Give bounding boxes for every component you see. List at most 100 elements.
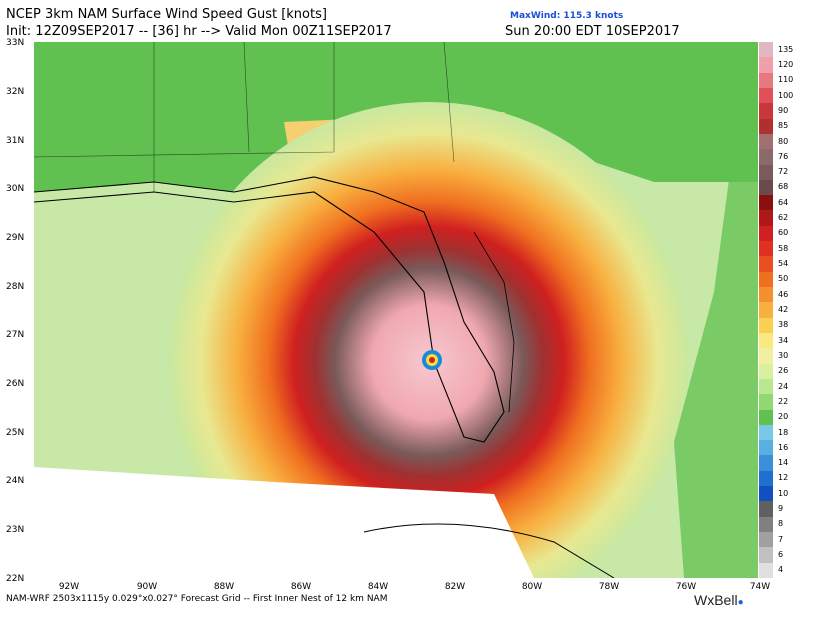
colorbar-segment [759,42,773,58]
colorbar-segment [759,179,773,196]
colorbar-segment [759,547,773,564]
colorbar-tick-label: 100 [778,90,794,100]
lat-label: 23N [6,525,25,535]
colorbar-tick-label: 38 [778,320,789,330]
colorbar-tick-label: 62 [778,213,789,223]
lon-label: 92W [58,582,80,592]
map-canvas [34,42,758,578]
lat-label: 28N [6,282,25,292]
colorbar-segment [759,424,773,441]
colorbar-segment [759,409,773,426]
colorbar-segment [759,317,773,334]
wind-gust-map [34,42,758,578]
colorbar-segment [759,287,773,303]
colorbar-tick-label: 12 [778,473,789,483]
colorbar-segment [759,256,773,273]
colorbar-tick-label: 42 [778,305,789,314]
colorbar-segment [759,440,773,456]
chart-title: NCEP 3km NAM Surface Wind Speed Gust [kn… [6,7,327,22]
colorbar-segment [759,149,773,165]
hurricane-wind-field [169,102,689,578]
colorbar-tick-label: 72 [778,167,789,177]
coastline [34,176,505,443]
wxbell-logo: WxBell● [694,592,744,608]
colorbar-segment [759,133,773,150]
state-borders [34,42,455,192]
colorbar-tick-label: 90 [778,105,789,115]
lat-label: 25N [6,428,25,438]
colorbar-segment [759,332,773,349]
colorbar-tick-label: 26 [778,366,789,376]
lon-label: 90W [136,582,158,592]
colorbar-tick-label: 58 [778,243,789,253]
no-data-region [34,467,534,578]
lat-label: 22N [6,574,25,584]
lat-label: 30N [6,184,25,194]
colorbar-segment [759,470,773,487]
colorbar-tick-label: 22 [778,396,789,406]
colorbar-segment [759,57,773,74]
lon-label: 88W [213,582,235,592]
colorbar-tick-label: 7 [778,534,784,544]
colorbar-segment [759,486,773,502]
lon-label: 74W [749,582,771,592]
colorbar-segment [759,501,773,518]
init-valid-line: Init: 12Z09SEP2017 -- [36] hr --> Valid … [6,24,392,39]
lat-label: 31N [6,136,25,146]
colorbar-segment [759,516,773,533]
colorbar-segment [759,72,773,89]
colorbar-tick-label: 135 [778,44,794,54]
colorbar-segment [759,302,773,319]
lat-label: 27N [6,330,25,340]
colorbar-tick-label: 34 [778,335,789,345]
colorbar-segment [759,118,773,135]
cuba-coast [363,523,615,578]
atlantic-east-winds [674,142,758,578]
colorbar-tick-label: 24 [778,381,789,391]
brand-dot-icon: ● [737,597,744,608]
colorbar-segment [759,378,773,395]
colorbar-segment [759,455,773,472]
footer-text: NAM-WRF 2503x1115y 0.029°x0.027° Forecas… [6,594,388,604]
lat-label: 26N [6,379,25,389]
lat-label: 29N [6,233,25,243]
colorbar-segment [759,164,773,181]
colorbar-tick-label: 54 [778,259,789,269]
colorbar-segment [759,195,773,211]
valid-local-time: Sun 20:00 EDT 10SEP2017 [505,24,680,39]
colorbar-tick-label: 16 [778,442,789,452]
colorbar-segment [759,532,773,548]
colorbar-segment [759,241,773,257]
colorbar-segment [759,103,773,120]
colorbar-segment [759,348,773,365]
colorbar-tick-label: 20 [778,412,789,422]
colorbar-tick-label: 120 [778,59,794,69]
brand-name: WxBell [694,592,738,608]
colorbar-tick-label: 85 [778,121,789,131]
lat-label: 32N [6,87,25,97]
colorbar-tick-label: 110 [778,75,794,85]
colorbar-segment [759,363,773,380]
colorbar-segment [759,271,773,288]
colorbar-tick-label: 64 [778,197,789,207]
colorbar-tick-label: 80 [778,136,789,146]
colorbar-segment [759,210,773,227]
colorbar-segment [759,225,773,242]
colorbar-tick-label: 14 [778,458,789,468]
colorbar-tick-label: 76 [778,151,789,161]
colorbar-tick-label: 50 [778,274,789,284]
colorbar [759,42,773,579]
lon-label: 82W [444,582,466,592]
lon-label: 84W [367,582,389,592]
colorbar-segment [759,394,773,411]
lon-label: 78W [598,582,620,592]
colorbar-tick-label: 8 [778,519,784,529]
lon-label: 86W [290,582,312,592]
colorbar-tick-label: 68 [778,182,789,192]
lon-label: 76W [675,582,697,592]
colorbar-tick-label: 4 [778,565,784,575]
colorbar-tick-label: 6 [778,550,784,560]
colorbar-tick-label: 60 [778,228,789,238]
colorbar-tick-label: 30 [778,350,789,360]
colorbar-tick-label: 10 [778,488,789,498]
